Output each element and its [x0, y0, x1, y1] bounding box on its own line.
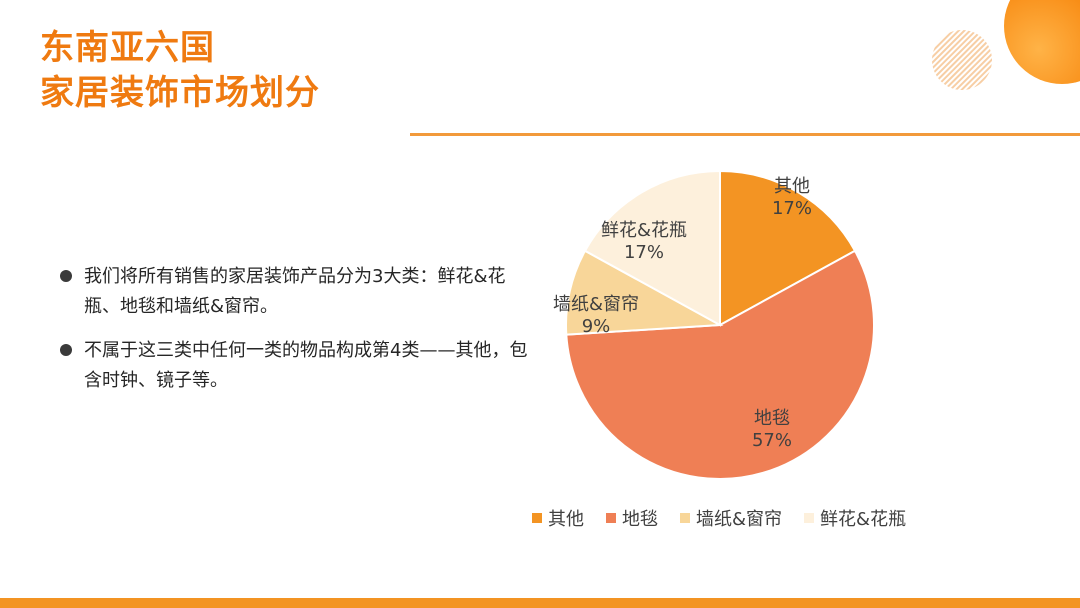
legend-swatch-icon	[606, 513, 616, 523]
legend-item: 鲜花&花瓶	[804, 505, 906, 531]
slice-category-label: 鲜花&花瓶	[601, 220, 687, 241]
bullet-item: 我们将所有销售的家居装饰产品分为3大类：鲜花&花瓶、地毯和墙纸&窗帘。	[60, 262, 540, 322]
bullet-dot-icon	[60, 344, 72, 356]
title-line-2: 家居装饰市场划分	[40, 73, 320, 113]
slice-percent-label: 57%	[752, 430, 792, 451]
legend-swatch-icon	[532, 513, 542, 523]
pie-slice	[719, 169, 857, 327]
title-line-1: 东南亚六国	[40, 28, 215, 68]
decorative-circles	[932, 0, 1080, 90]
slice-category-label: 其他	[774, 176, 810, 197]
legend-item: 其他	[532, 505, 584, 531]
bullet-text: 我们将所有销售的家居装饰产品分为3大类：鲜花&花瓶、地毯和墙纸&窗帘。	[84, 266, 506, 317]
legend-label: 鲜花&花瓶	[820, 509, 907, 530]
page-title: 东南亚六国 家居装饰市场划分	[40, 26, 320, 116]
bullet-text: 不属于这三类中任何一类的物品构成第4类——其他，包含时钟、镜子等。	[84, 340, 528, 391]
slice-percent-label: 17%	[772, 198, 812, 219]
chart-legend: 其他 地毯 墙纸&窗帘 鲜花&花瓶	[532, 505, 906, 531]
bullet-item: 不属于这三类中任何一类的物品构成第4类——其他，包含时钟、镜子等。	[60, 336, 540, 396]
title-divider	[410, 133, 1080, 136]
legend-item: 墙纸&窗帘	[680, 505, 782, 531]
bottom-bar	[0, 598, 1080, 608]
legend-label: 其他	[548, 509, 584, 530]
legend-swatch-icon	[680, 513, 690, 523]
pie-slice	[583, 169, 721, 327]
slice-category-label: 墙纸&窗帘	[553, 294, 639, 315]
bullet-dot-icon	[60, 270, 72, 282]
legend-item: 地毯	[606, 505, 658, 531]
pie-slice	[565, 249, 875, 480]
slice-percent-label: 9%	[582, 316, 611, 337]
pie-slice	[565, 249, 724, 336]
legend-label: 地毯	[622, 509, 658, 530]
legend-swatch-icon	[804, 513, 815, 523]
bullet-list: 我们将所有销售的家居装饰产品分为3大类：鲜花&花瓶、地毯和墙纸&窗帘。 不属于这…	[60, 262, 540, 410]
slice-percent-label: 17%	[624, 242, 664, 263]
legend-label: 墙纸&窗帘	[696, 509, 783, 530]
slice-category-label: 地毯	[754, 408, 790, 429]
